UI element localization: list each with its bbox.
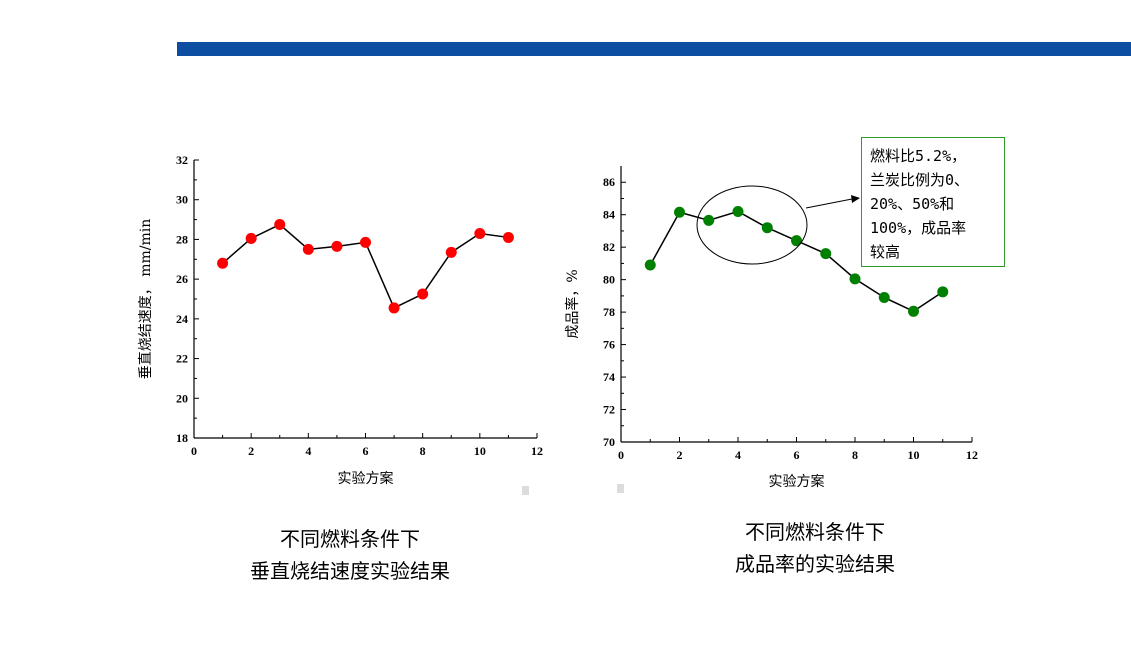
- data-point: [878, 292, 890, 304]
- x-tick-label: 6: [363, 444, 369, 458]
- data-point: [417, 288, 429, 300]
- y-tick-label: 86: [603, 175, 615, 189]
- annotation-line: 100%，成品率: [870, 219, 967, 237]
- highlight-ellipse: [696, 185, 808, 265]
- callout-arrow-line: [805, 198, 853, 209]
- y-tick-label: 72: [603, 403, 615, 417]
- x-tick-label: 8: [420, 444, 426, 458]
- data-point: [331, 240, 343, 252]
- y-tick-label: 20: [176, 391, 188, 405]
- annotation-line: 20%、50%和: [870, 195, 955, 213]
- series-line: [222, 223, 509, 309]
- data-point: [644, 259, 656, 271]
- x-tick-label: 8: [852, 448, 858, 462]
- y-tick-label: 82: [603, 240, 615, 254]
- data-point: [674, 206, 685, 218]
- left-caption-line-2: 垂直烧结速度实验结果: [250, 559, 450, 583]
- header-bar: [177, 42, 1131, 56]
- y-tick-label: 22: [176, 352, 188, 366]
- annotation-callout: 燃料比5.2%， 兰炭比例为0、 20%、50%和 100%，成品率 较高: [861, 137, 1005, 267]
- data-point: [360, 236, 371, 248]
- data-point: [474, 227, 486, 239]
- data-point: [908, 305, 919, 317]
- left-caption: 不同燃料条件下 垂直烧结速度实验结果: [200, 523, 500, 587]
- y-axis-title: 垂直烧结速度， mm/min: [137, 219, 154, 380]
- data-point: [791, 235, 802, 247]
- y-tick-label: 84: [603, 208, 615, 222]
- y-tick-label: 24: [176, 312, 188, 326]
- y-tick-label: 26: [176, 272, 188, 286]
- data-point: [820, 248, 832, 260]
- right-caption-line-2: 成品率的实验结果: [735, 552, 895, 576]
- data-point: [502, 231, 514, 243]
- data-point: [217, 257, 229, 269]
- x-tick-label: 2: [248, 444, 254, 458]
- y-tick-label: 78: [603, 305, 615, 319]
- x-tick-label: 12: [531, 444, 543, 458]
- annotation-line: 较高: [870, 243, 901, 261]
- y-tick-label: 70: [603, 435, 615, 449]
- x-tick-label: 0: [191, 444, 197, 458]
- x-tick-label: 2: [677, 448, 683, 462]
- y-tick-label: 74: [603, 370, 615, 384]
- slide-marker-left: [522, 486, 529, 495]
- data-point: [245, 232, 257, 244]
- slide-marker-right: [617, 484, 624, 493]
- data-point: [761, 222, 773, 234]
- y-tick-label: 80: [603, 273, 615, 287]
- x-tick-label: 4: [735, 448, 741, 462]
- annotation-line: 燃料比5.2%，: [870, 147, 967, 165]
- data-point: [849, 273, 861, 285]
- data-point: [274, 219, 286, 231]
- x-axis-title: 实验方案: [769, 473, 825, 490]
- y-tick-label: 32: [176, 153, 188, 167]
- x-axis-title: 实验方案: [338, 470, 394, 487]
- x-tick-label: 10: [908, 448, 920, 462]
- x-tick-label: 10: [474, 444, 486, 458]
- data-point: [302, 243, 314, 255]
- x-tick-label: 6: [794, 448, 800, 462]
- callout-arrow-head: [851, 195, 860, 203]
- right-caption: 不同燃料条件下 成品率的实验结果: [665, 516, 965, 580]
- data-point: [732, 205, 744, 217]
- x-tick-label: 0: [618, 448, 624, 462]
- y-axis-title: 成品率，%: [564, 269, 581, 338]
- left-caption-line-1: 不同燃料条件下: [280, 527, 420, 551]
- annotation-line: 兰炭比例为0、: [870, 171, 970, 189]
- data-point: [703, 214, 715, 226]
- y-tick-label: 18: [176, 431, 188, 445]
- y-tick-label: 28: [176, 232, 188, 246]
- data-point: [937, 286, 949, 298]
- x-tick-label: 4: [305, 444, 311, 458]
- x-tick-label: 12: [966, 448, 978, 462]
- y-tick-label: 76: [603, 338, 615, 352]
- y-tick-label: 30: [176, 193, 188, 207]
- data-point: [388, 302, 400, 314]
- right-caption-line-1: 不同燃料条件下: [745, 520, 885, 544]
- data-point: [445, 246, 457, 258]
